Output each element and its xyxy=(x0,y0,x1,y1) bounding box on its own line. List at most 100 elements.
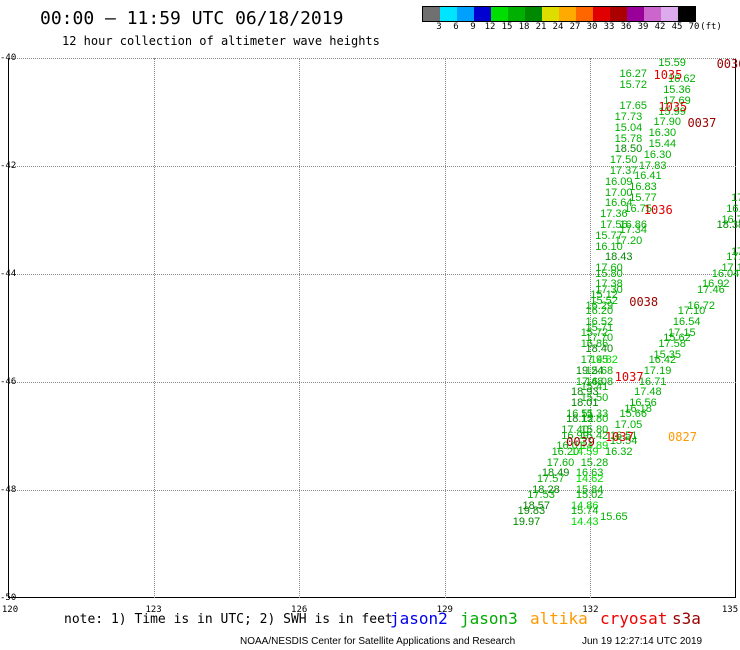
wave-height-point: 16.86 xyxy=(580,337,609,350)
wave-height-point: 17.90 xyxy=(653,116,682,129)
colorbar-label: 9 xyxy=(470,22,476,32)
wave-height-point: 16.86 xyxy=(619,219,648,231)
wave-height-point: 16.99 xyxy=(561,429,589,442)
colorbar-label: 3 xyxy=(436,22,442,32)
wave-height-point: 15.80 xyxy=(580,413,609,426)
latitude-gridline xyxy=(8,166,736,167)
wave-height-point: 15.28 xyxy=(580,456,609,469)
latitude-tick-label: -40 xyxy=(0,53,17,63)
wave-height-point: 16.10 xyxy=(595,240,623,253)
wave-height-point: 15.74 xyxy=(570,505,599,518)
satellite-legend-altika: altika xyxy=(530,609,588,628)
wave-height-point: 15.44 xyxy=(648,138,677,150)
pass-time-label: 0827 xyxy=(668,429,697,444)
wave-height-point: 14.43 xyxy=(570,516,599,528)
longitude-tick-label: 135 xyxy=(721,605,739,615)
wave-height-point: 17.34 xyxy=(619,224,648,237)
wave-height-point: 14.59 xyxy=(570,445,599,458)
wave-height-point: 16.20 xyxy=(551,445,580,458)
wave-height-point: 18.57 xyxy=(522,499,550,512)
wave-height-point: 16.52 xyxy=(585,316,614,329)
latitude-tick-label: -42 xyxy=(0,161,17,171)
wave-height-point: 17.65 xyxy=(619,100,648,113)
colorbar-swatch xyxy=(525,7,542,21)
latitude-gridline xyxy=(8,274,736,275)
plot-frame-bottom xyxy=(8,597,736,598)
colorbar-label: 24 xyxy=(552,22,564,32)
colorbar-label: 18 xyxy=(518,22,530,32)
wave-height-point: 16.27 xyxy=(619,67,648,80)
colorbar-label: 36 xyxy=(620,22,632,32)
wave-height-point: 17.83 xyxy=(638,159,667,172)
wave-height-point: 17 xyxy=(731,192,740,204)
wave-height-point: 17.10 xyxy=(677,305,706,318)
colorbar-label: 70 xyxy=(688,22,700,32)
colorbar-label: 15 xyxy=(501,22,513,32)
satellite-legend-cryosat: cryosat xyxy=(600,609,668,628)
wave-height-point: 17.30 xyxy=(595,283,623,296)
wave-height-point: 17.15 xyxy=(668,327,696,339)
wave-height-point: 15.54 xyxy=(609,435,638,447)
map-plot-area: 15.59 16.27 16.62 15.72 15.36 17.69 17.65 15.99… xyxy=(8,57,740,598)
wave-height-point: 15.68 xyxy=(585,364,614,377)
wave-height-point: 16.62 xyxy=(668,73,696,86)
wave-height-point: 16.41 xyxy=(634,170,662,183)
wave-height-point: 15.77 xyxy=(595,229,623,242)
wave-height-point: 16.7 xyxy=(721,213,740,226)
wave-height-point: 15.50 xyxy=(580,391,609,404)
pass-time-label: 0036 xyxy=(716,57,740,71)
latitude-gridline xyxy=(8,490,736,491)
wave-height-point: 16.09 xyxy=(604,175,633,188)
colorbar-label: 33 xyxy=(603,22,615,32)
wave-height-point: 17.00 xyxy=(604,186,633,199)
wave-height-point: 16.92 xyxy=(702,278,730,291)
colorbar-swatch xyxy=(508,7,525,21)
longitude-tick-label: 126 xyxy=(291,605,308,615)
wave-height-point: 16.32 xyxy=(604,445,633,458)
latitude-tick-label: -48 xyxy=(0,485,17,495)
longitude-gridline xyxy=(299,58,301,598)
wave-height-point: 18.01 xyxy=(570,397,599,410)
footer-timestamp: Jun 19 12:27:14 UTC 2019 xyxy=(582,636,703,647)
colorbar-swatch xyxy=(593,7,610,21)
pass-time-label: 1035 xyxy=(653,67,683,82)
wave-height-point: 15.84 xyxy=(575,483,604,496)
colorbar-swatch xyxy=(440,7,457,21)
colorbar-label: 30 xyxy=(586,22,598,32)
wave-height-point: 17.20 xyxy=(614,235,643,248)
wave-height-point: 18.40 xyxy=(585,343,614,356)
colorbar-swatch xyxy=(559,7,576,21)
wave-height-point: 18.50 xyxy=(614,143,643,156)
colorbar-label: 21 xyxy=(535,22,547,32)
wave-height-point: 17.40 xyxy=(561,424,589,437)
wave-height-point: 18.93 xyxy=(570,386,599,399)
wave-height-point: 15.80 xyxy=(595,267,623,280)
wave-height-point: 17.22 xyxy=(731,246,740,258)
wave-height-point: 15.80 xyxy=(580,424,609,437)
wave-height-point: 15.35 xyxy=(653,348,682,361)
pass-time-label: 1036 xyxy=(643,202,673,217)
wave-height-point: 15.77 xyxy=(629,192,657,204)
pass-time-label: 1037 xyxy=(604,429,634,444)
wave-height-point: 16.51 xyxy=(609,429,638,442)
pass-time-label: 0038 xyxy=(629,294,659,309)
wave-height-point: 15.71 xyxy=(585,321,614,334)
wave-height-point: 17.50 xyxy=(609,154,638,167)
wave-height-point: 15.59 xyxy=(658,57,686,69)
wave-height-point: 16.18 xyxy=(624,402,652,415)
wave-height-point: 17.56 xyxy=(600,219,628,231)
wave-height-point: 17.19 xyxy=(643,364,672,377)
wave-height-point: 16.83 xyxy=(629,181,657,194)
wave-height-point: 17.36 xyxy=(600,208,628,221)
wave-height-point: 15.33 xyxy=(580,408,609,420)
wave-height-point: 15.41 xyxy=(580,381,609,393)
colorbar-swatch xyxy=(678,7,695,21)
units-note: note: 1) Time is in UTC; 2) SWH is in fe… xyxy=(64,612,393,627)
wave-height-point: 17.58 xyxy=(658,337,686,350)
wave-height-point: 19.97 xyxy=(512,516,541,528)
wave-height-point: 16.51 xyxy=(566,408,594,420)
wave-height-point: 15.66 xyxy=(619,408,648,420)
wave-height-point: 16.01 xyxy=(556,440,584,453)
wave-height-point: 19.24 xyxy=(575,364,604,377)
wave-height-point: 17.37 xyxy=(609,165,638,177)
